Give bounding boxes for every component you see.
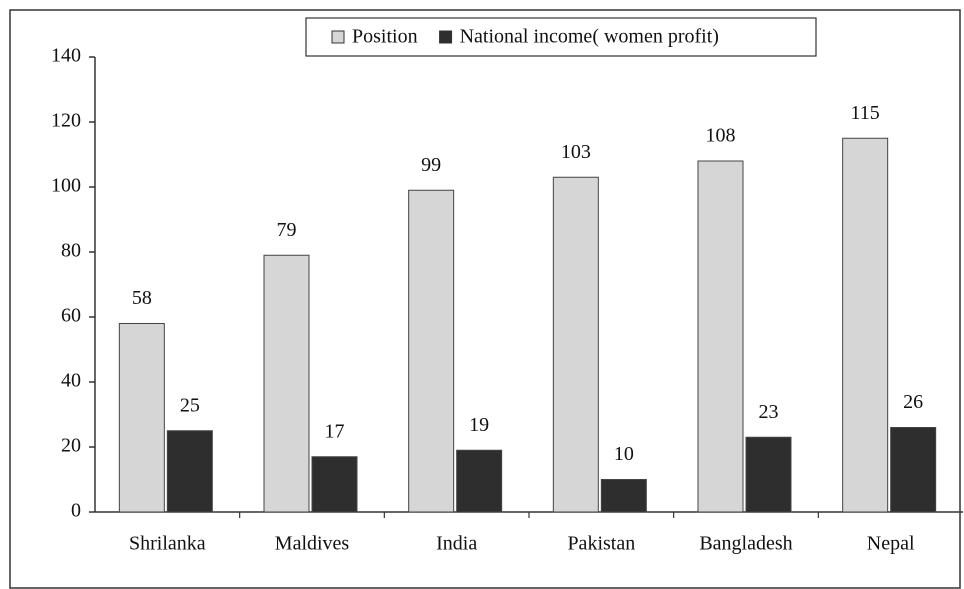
bar — [552, 176, 599, 513]
value-label: 17 — [325, 420, 345, 442]
y-tick-label: 140 — [51, 45, 81, 67]
y-tick-label: 0 — [71, 500, 81, 522]
value-label: 26 — [903, 391, 923, 413]
y-tick-label: 40 — [61, 370, 81, 392]
legend-swatch — [439, 30, 453, 44]
x-tick-label: Pakistan — [567, 533, 635, 555]
x-tick-label: Maldives — [275, 533, 350, 555]
x-tick-label: Shrilanka — [129, 533, 206, 555]
value-label: 58 — [132, 287, 152, 309]
bar — [600, 479, 647, 513]
bar — [311, 456, 358, 513]
bar — [456, 449, 503, 513]
y-tick-label: 20 — [61, 435, 81, 457]
x-tick-label: India — [436, 533, 477, 555]
value-label: 19 — [469, 414, 489, 436]
bar — [745, 436, 792, 513]
y-tick-label: 80 — [61, 240, 81, 262]
bar — [408, 189, 455, 513]
bar — [697, 160, 744, 513]
y-tick-label: 60 — [61, 305, 81, 327]
legend-box — [305, 17, 817, 57]
bar — [263, 254, 310, 513]
value-label: 25 — [180, 394, 200, 416]
value-label: 108 — [706, 125, 736, 147]
legend-label: National income( women profit) — [460, 26, 719, 48]
value-label: 99 — [421, 154, 441, 176]
bar — [166, 430, 213, 513]
x-tick-label: Nepal — [867, 533, 915, 555]
chart-frame — [9, 9, 961, 589]
value-label: 115 — [851, 102, 880, 124]
bar — [890, 427, 937, 513]
legend-label: Position — [352, 26, 418, 48]
value-label: 103 — [561, 141, 591, 163]
x-tick-label: Bangladesh — [699, 533, 792, 555]
y-tick-label: 100 — [51, 175, 81, 197]
legend: Position National income( women profit) — [305, 17, 817, 57]
bar — [118, 323, 165, 513]
y-tick-label: 120 — [51, 110, 81, 132]
bar — [842, 137, 889, 513]
legend-swatch — [331, 30, 345, 44]
value-label: 10 — [614, 443, 634, 465]
value-label: 23 — [759, 401, 779, 423]
value-label: 79 — [277, 219, 297, 241]
